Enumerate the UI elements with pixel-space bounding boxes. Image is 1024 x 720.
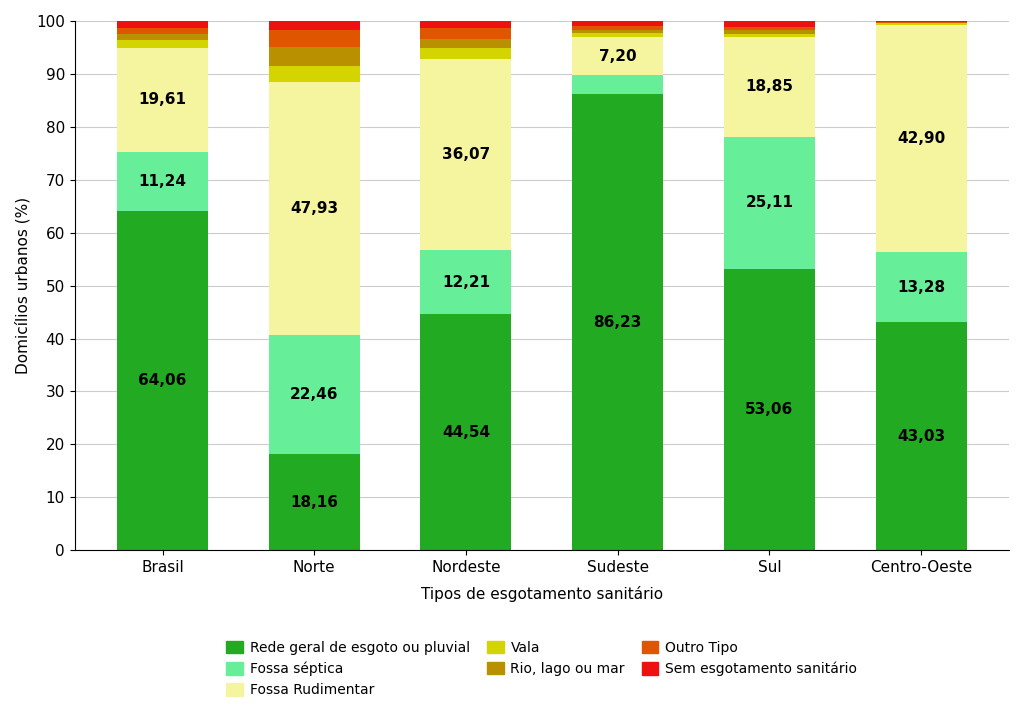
Text: 64,06: 64,06: [138, 373, 186, 388]
Bar: [117, 34, 208, 40]
Bar: [876, 22, 967, 23]
Bar: [421, 59, 512, 250]
Text: 7,20: 7,20: [599, 49, 637, 64]
Bar: [876, 25, 967, 252]
Bar: [724, 21, 815, 27]
Text: 11,24: 11,24: [138, 174, 186, 189]
Bar: [724, 34, 815, 37]
Text: 18,16: 18,16: [291, 495, 338, 510]
Bar: [876, 21, 967, 22]
Bar: [421, 39, 512, 48]
Text: 25,11: 25,11: [745, 195, 794, 210]
Bar: [117, 48, 208, 152]
Text: 47,93: 47,93: [290, 201, 338, 216]
Y-axis label: Domicílios urbanos (%): Domicílios urbanos (%): [15, 197, 31, 374]
Bar: [724, 269, 815, 550]
Bar: [117, 211, 208, 550]
Bar: [876, 23, 967, 25]
Bar: [572, 33, 664, 37]
Bar: [421, 250, 512, 315]
Bar: [421, 28, 512, 39]
Bar: [572, 94, 664, 550]
Bar: [876, 252, 967, 323]
Bar: [724, 30, 815, 34]
Bar: [117, 152, 208, 211]
Bar: [117, 21, 208, 28]
Bar: [572, 26, 664, 30]
Bar: [269, 336, 359, 454]
Bar: [269, 48, 359, 66]
Bar: [421, 315, 512, 550]
Bar: [117, 40, 208, 48]
Bar: [572, 30, 664, 33]
Bar: [421, 21, 512, 28]
Text: 42,90: 42,90: [897, 131, 945, 146]
Text: 53,06: 53,06: [745, 402, 794, 418]
Bar: [269, 81, 359, 336]
Bar: [269, 30, 359, 48]
Bar: [724, 37, 815, 137]
Text: 44,54: 44,54: [442, 425, 490, 440]
Bar: [117, 28, 208, 34]
Bar: [269, 454, 359, 550]
Text: 36,07: 36,07: [442, 147, 490, 162]
Text: 22,46: 22,46: [290, 387, 339, 402]
Text: 18,85: 18,85: [745, 79, 794, 94]
Text: 12,21: 12,21: [442, 274, 490, 289]
Text: 19,61: 19,61: [138, 92, 186, 107]
Bar: [572, 76, 664, 94]
Bar: [269, 21, 359, 30]
Bar: [876, 323, 967, 550]
Text: 43,03: 43,03: [897, 429, 945, 444]
X-axis label: Tipos de esgotamento sanitário: Tipos de esgotamento sanitário: [421, 586, 663, 602]
Text: 13,28: 13,28: [897, 280, 945, 294]
Legend: Rede geral de esgoto ou pluvial, Fossa séptica, Fossa Rudimentar, Vala, Rio, lag: Rede geral de esgoto ou pluvial, Fossa s…: [222, 636, 861, 701]
Bar: [724, 27, 815, 30]
Bar: [421, 48, 512, 59]
Bar: [572, 37, 664, 76]
Bar: [724, 137, 815, 269]
Text: 86,23: 86,23: [594, 315, 642, 330]
Bar: [572, 21, 664, 26]
Bar: [269, 66, 359, 81]
